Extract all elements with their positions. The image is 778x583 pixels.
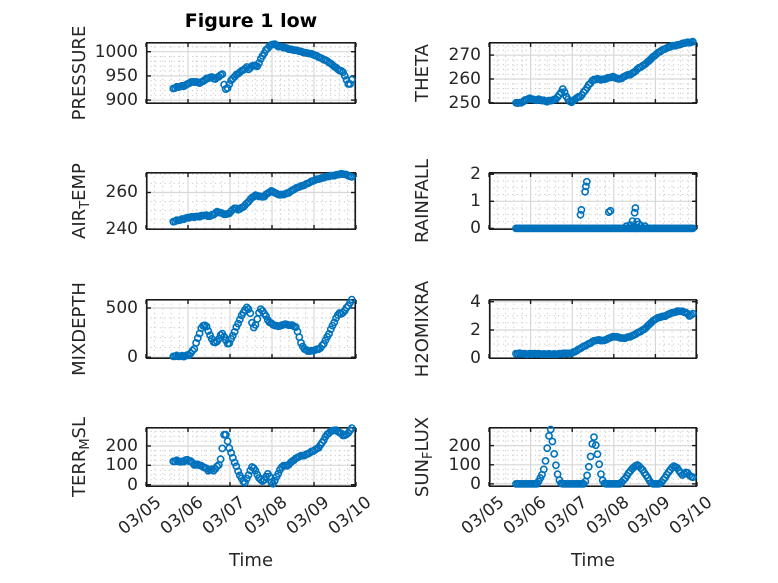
plot-area-TERR_MSL — [145, 424, 357, 488]
y-tick-label: 240 — [105, 219, 138, 239]
plot-area-SUN_FLUX — [488, 425, 698, 488]
y-tick-label: 200 — [105, 436, 138, 456]
data-series-AIR_TEMP — [169, 169, 356, 226]
x-tick-label: 03/08 — [582, 492, 634, 539]
subplot-h2omixra: 0 2 4 H2OMIXRA — [412, 281, 698, 377]
data-series-PRESSURE — [169, 40, 356, 93]
plot-area-RAINFALL — [488, 172, 698, 233]
data-series-THETA — [512, 37, 697, 107]
plot-area-PRESSURE — [145, 40, 357, 105]
x-tick-label: 03/09 — [282, 492, 334, 539]
y-tick-label: 260 — [448, 69, 481, 89]
y-axis-label-SUN_FLUX: SUNFLUX — [412, 416, 436, 498]
plot-area-MIXDEPTH — [145, 295, 357, 361]
x-tick-label: 03/06 — [156, 492, 208, 539]
y-tick-label: 0 — [127, 347, 138, 367]
data-series-MIXDEPTH — [169, 295, 356, 361]
data-series-H2OMIXRA — [512, 307, 697, 359]
x-tick-label: 03/10 — [665, 492, 717, 539]
data-series-RAINFALL — [512, 177, 697, 233]
y-tick-label: 4 — [470, 292, 481, 312]
x-tick-label: 03/08 — [240, 492, 292, 539]
y-tick-label: 270 — [448, 45, 481, 65]
y-tick-label: 1000 — [94, 42, 138, 62]
y-tick-label: 0 — [470, 474, 481, 494]
x-tick-label: 03/05 — [457, 492, 509, 539]
plot-area-H2OMIXRA — [488, 299, 698, 360]
subplot-sun-flux: 0 100 200 SUNFLUX 03/05 03/06 03/07 03/08 03/09 0… — [412, 417, 716, 571]
subplot-terr-msl: 0 100 200 TERRMSL 03/05 03/06 03/07 03/08 03/09 0… — [69, 417, 375, 571]
x-tick-label: 03/06 — [499, 492, 550, 539]
y-tick-label: 100 — [448, 455, 481, 475]
x-tick-label: 03/07 — [198, 492, 250, 539]
y-tick-label: 900 — [105, 90, 138, 110]
plot-area-THETA — [488, 37, 698, 107]
x-axis-label: Time — [570, 550, 616, 571]
y-tick-label: 0 — [470, 218, 481, 238]
y-tick-label: 250 — [448, 93, 481, 113]
y-tick-label: 100 — [105, 455, 138, 475]
subplot-rainfall: 0 1 2 RAINFALL — [412, 159, 698, 243]
subplot-mixdepth: 0 500 MIXDEPTH — [69, 282, 357, 376]
y-tick-label: 950 — [105, 66, 138, 86]
y-tick-label: 260 — [105, 182, 138, 202]
y-tick-label: 0 — [470, 348, 481, 368]
figure-title: Figure 1 low — [184, 10, 318, 32]
y-tick-label: 2 — [470, 320, 481, 340]
data-series-TERR_MSL — [169, 424, 356, 488]
subplot-theta: 250 260 270 THETA — [412, 37, 698, 112]
subplot-air-temp: 240 260 AIRTEMP — [69, 163, 357, 239]
y-tick-label: 1 — [470, 191, 481, 211]
y-tick-label: 0 — [127, 475, 138, 495]
x-tick-label: 03/07 — [540, 492, 592, 539]
subplot-pressure: 900 950 1000 PRESSURE — [69, 26, 357, 120]
x-tick-label: 03/05 — [114, 492, 166, 539]
plot-area-AIR_TEMP — [145, 169, 357, 231]
x-axis-label: Time — [228, 550, 274, 571]
y-tick-label: 2 — [470, 164, 481, 184]
x-tick-label: 03/09 — [624, 492, 675, 539]
y-tick-label: 200 — [448, 436, 481, 456]
x-tick-label: 03/10 — [324, 492, 376, 539]
data-series-SUN_FLUX — [512, 425, 697, 488]
y-tick-label: 500 — [105, 298, 138, 318]
y-axis-label-TERR_MSL: TERRMSL — [69, 416, 93, 498]
